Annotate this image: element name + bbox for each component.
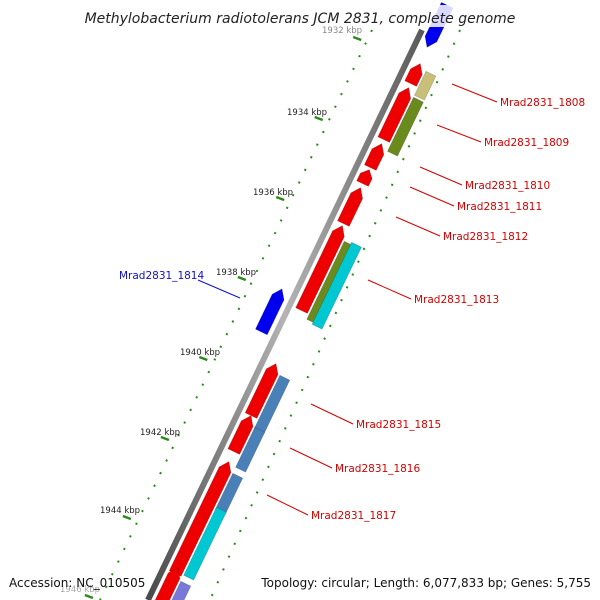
- label-leader-line-6: [197, 279, 241, 299]
- outer-guide-ring: [209, 29, 461, 600]
- label-leader-line-0: [451, 83, 498, 103]
- label-leader-line-7: [310, 403, 354, 425]
- scale-tick-4: [198, 355, 208, 362]
- tick-label-1944: 1944 kbp: [100, 506, 140, 516]
- gene-feature-mrad2831-1808[interactable]: [404, 63, 423, 87]
- gene-feature-mrad2831-1812[interactable]: [337, 187, 363, 227]
- label-leader-line-3: [409, 186, 455, 207]
- tick-label-1940: 1940 kbp: [180, 348, 220, 358]
- genome-summary-text: Topology: circular; Length: 6,077,833 bp…: [260, 576, 591, 590]
- tick-label-1938: 1938 kbp: [216, 268, 256, 278]
- gene-label-mrad2831-1809[interactable]: Mrad2831_1809: [484, 137, 569, 149]
- gene-label-mrad2831-1808[interactable]: Mrad2831_1808: [500, 97, 585, 109]
- scale-tick-1: [314, 115, 324, 122]
- gene-label-mrad2831-1812[interactable]: Mrad2831_1812: [443, 231, 528, 243]
- tick-label-1946: 1946 kbp: [60, 585, 100, 595]
- gene-label-lines: [197, 83, 498, 516]
- cog-box-steel-3[interactable]: [214, 472, 244, 515]
- gene-feature-mrad2831-1814[interactable]: [255, 288, 285, 336]
- gene-feature-bottom-red[interactable]: [154, 567, 181, 600]
- scale-tick-5: [160, 435, 170, 442]
- tick-label-1942: 1942 kbp: [140, 428, 180, 438]
- gene-feature-mrad2831-1810[interactable]: [364, 143, 385, 171]
- label-leader-line-8: [289, 447, 333, 469]
- map-title: Methylobacterium radiotolerans JCM 2831,…: [85, 11, 516, 27]
- gene-label-mrad2831-1810[interactable]: Mrad2831_1810: [465, 180, 550, 192]
- label-leader-line-2: [419, 166, 463, 186]
- tick-label-1936: 1936 kbp: [253, 188, 293, 198]
- label-leader-line-9: [266, 494, 309, 516]
- gene-feature-mrad2831-1811[interactable]: [356, 169, 373, 187]
- scale-ticks: [84, 35, 362, 600]
- scale-tick-6: [122, 514, 132, 521]
- tick-label-1934: 1934 kbp: [287, 108, 327, 118]
- gene-label-mrad2831-1816[interactable]: Mrad2831_1816: [335, 463, 420, 475]
- gene-feature-mrad2831-1815[interactable]: [244, 363, 279, 419]
- scale-tick-2: [275, 195, 285, 202]
- cog-box-olive[interactable]: [387, 96, 424, 157]
- scale-tick-0: [352, 35, 362, 42]
- label-leader-line-1: [436, 124, 482, 143]
- gene-label-mrad2831-1817[interactable]: Mrad2831_1817: [311, 510, 396, 522]
- cog-box-khaki[interactable]: [414, 70, 437, 101]
- gene-label-mrad2831-1813[interactable]: Mrad2831_1813: [414, 294, 499, 306]
- scale-tick-3: [237, 275, 247, 282]
- gene-feature-mrad2831-1809[interactable]: [377, 87, 412, 143]
- label-leader-line-4: [395, 216, 441, 237]
- cog-box-cyan-2[interactable]: [183, 506, 227, 581]
- cog-box-cyan[interactable]: [311, 241, 362, 330]
- cog-box-steel-2[interactable]: [235, 426, 266, 473]
- tick-label-1932: 1932 kbp: [322, 26, 362, 36]
- gene-label-mrad2831-1815[interactable]: Mrad2831_1815: [356, 419, 441, 431]
- title-background: [80, 5, 520, 27]
- label-leader-line-5: [367, 279, 412, 300]
- scale-tick-7: [84, 593, 94, 600]
- gene-feature-mrad2831-1816[interactable]: [227, 415, 254, 455]
- genome-backbone: [145, 28, 425, 600]
- gene-feature-mrad2831-1813[interactable]: [295, 225, 345, 314]
- gene-label-mrad2831-1811[interactable]: Mrad2831_1811: [457, 201, 542, 213]
- inner-strand-features: [255, 288, 285, 336]
- gene-label-mrad2831-1814[interactable]: Mrad2831_1814: [119, 270, 204, 282]
- outer-strand-features: [154, 2, 454, 600]
- accession-text: Accession: NC_010505: [9, 576, 145, 590]
